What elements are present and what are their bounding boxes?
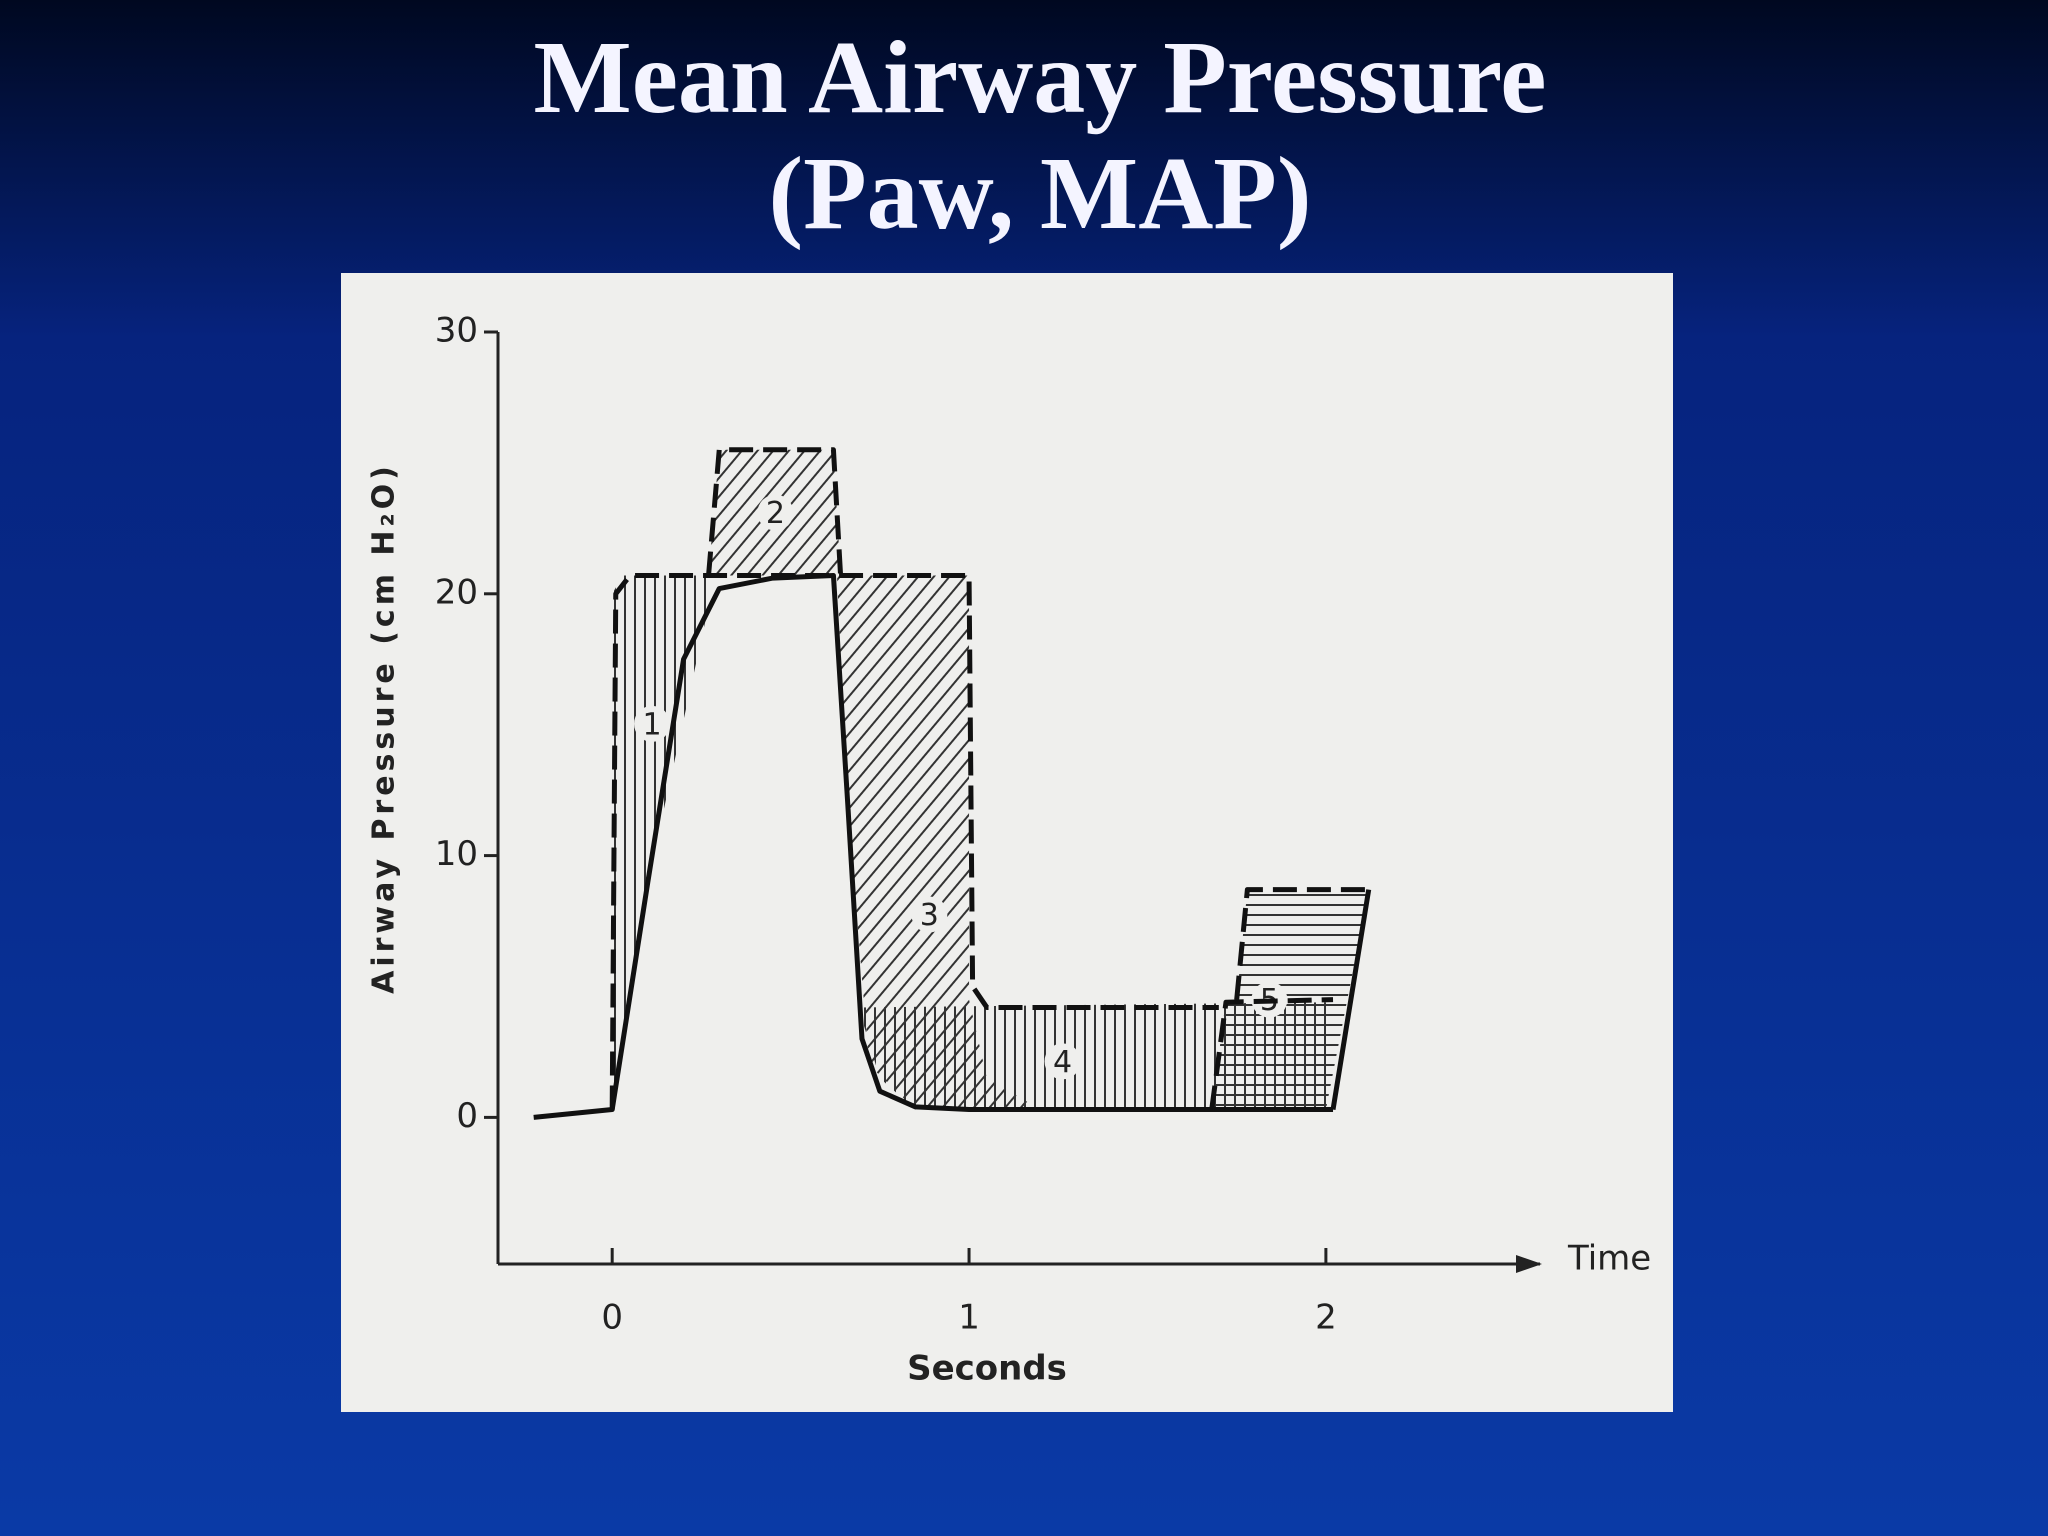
region-label: 1 [642, 707, 661, 742]
slide-title-line: Mean Airway Pressure [534, 20, 1547, 135]
y-tick-label: 20 [435, 572, 478, 612]
x-arrow-label: Time [1567, 1239, 1651, 1279]
region-label-bg [911, 896, 948, 933]
y-axis-label: Airway Pressure (cm H₂O) [367, 462, 402, 994]
hatched-region [612, 575, 709, 1110]
pressure-line [533, 572, 1372, 1120]
y-tick-label: 10 [435, 834, 478, 874]
figure: Airway Pressure (cm H₂O) Seconds Time010… [341, 273, 1673, 1412]
y-tick-label: 0 [456, 1096, 478, 1136]
region-label: 2 [766, 496, 785, 531]
x-tick-label: 0 [601, 1298, 623, 1338]
region-label: 3 [920, 898, 939, 933]
figure-panel [341, 273, 1673, 1412]
region-label-bg [1044, 1043, 1081, 1080]
x-axis-label: Seconds [907, 1349, 1067, 1389]
region-label: 4 [1053, 1045, 1072, 1080]
x-tick-label: 2 [1315, 1298, 1337, 1338]
slide-title-line: (Paw, MAP) [769, 136, 1312, 251]
region-label-bg [757, 494, 794, 531]
region-label-bg [634, 705, 671, 742]
hatched-region [837, 575, 1041, 1110]
hatched-region [858, 1002, 1334, 1110]
y-tick-label: 30 [435, 311, 478, 351]
dashed-line [609, 447, 1369, 1110]
x-tick-label: 1 [958, 1298, 980, 1338]
x-axis-arrow [1516, 1255, 1542, 1273]
